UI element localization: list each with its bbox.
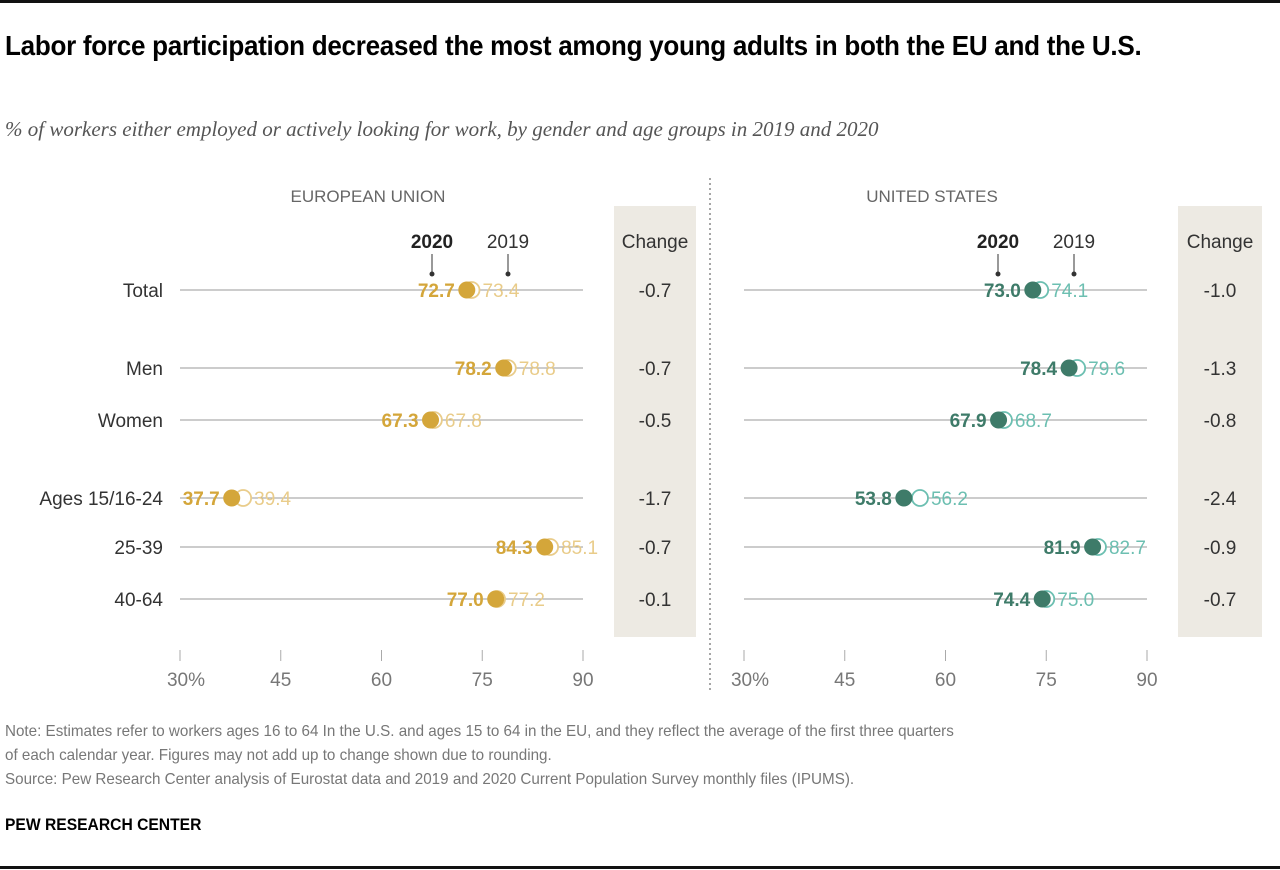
bottom-rule [0,866,1280,869]
eu-change-header: Change [622,232,689,253]
category-label: Women [98,411,163,432]
us-change-value: -0.9 [1204,538,1237,559]
eu-label-2019: 85.1 [561,538,598,559]
us-panel-title: UNITED STATES [866,187,998,206]
us-x-tick-label: 90 [1136,670,1157,691]
us-x-tick-label: 75 [1036,670,1057,691]
us-change-column-bg [1178,206,1262,637]
us-dot-2020 [1033,590,1051,608]
eu-dot-2020 [495,359,513,377]
us-change-value: -1.0 [1204,281,1237,302]
us-dot-2020 [990,411,1008,429]
eu-label-2019: 73.4 [483,281,520,302]
us-label-2019: 74.1 [1051,281,1088,302]
category-label: Men [126,359,163,380]
category-label: 25-39 [114,538,163,559]
eu-label-2019: 67.8 [445,411,482,432]
us-legend-2020: 2020 [977,232,1019,253]
us-dot-2020 [1060,359,1078,377]
eu-label-2020: 78.2 [455,359,492,380]
us-x-tick-label: 60 [935,670,956,691]
eu-label-2020: 67.3 [382,411,419,432]
us-label-2020: 67.9 [950,411,987,432]
eu-change-value: -1.7 [639,489,672,510]
eu-x-tick-label: 90 [572,670,593,691]
us-label-2019: 68.7 [1015,411,1052,432]
us-legend-2019-pointer-dot [1071,271,1077,277]
notes: Note: Estimates refer to workers ages 16… [5,720,1275,792]
us-change-value: -2.4 [1204,489,1237,510]
top-rule [0,0,1280,3]
us-label-2019: 79.6 [1088,359,1125,380]
eu-dot-2020 [422,411,440,429]
us-dot-2019 [911,489,929,507]
brand-logo-text: PEW RESEARCH CENTER [5,815,202,834]
eu-label-2019: 39.4 [254,489,291,510]
us-change-value: -1.3 [1204,359,1237,380]
us-change-value: -0.8 [1204,411,1237,432]
eu-x-tick-label: 60 [371,670,392,691]
us-x-tick-label: 45 [834,670,855,691]
eu-label-2020: 77.0 [447,590,484,611]
us-dot-2020 [1024,281,1042,299]
us-label-2019: 75.0 [1057,590,1094,611]
category-label: Ages 15/16-24 [39,489,163,510]
eu-change-column-bg [614,206,696,637]
eu-legend-2020: 2020 [411,232,453,253]
chart-subtitle: % of workers either employed or actively… [5,117,879,141]
eu-change-value: -0.7 [639,359,672,380]
eu-dot-2020 [458,281,476,299]
note-line-2: of each calendar year. Figures may not a… [5,747,552,764]
us-change-value: -0.7 [1204,590,1237,611]
chart-title: Labor force participation decreased the … [5,30,1142,61]
eu-label-2019: 78.8 [519,359,556,380]
eu-label-2019: 77.2 [508,590,545,611]
us-dot-2020 [895,489,913,507]
us-label-2020: 74.4 [993,590,1030,611]
eu-change-value: -0.7 [639,281,672,302]
eu-change-value: -0.1 [639,590,672,611]
us-legend-2019: 2019 [1053,232,1095,253]
category-label: Total [123,281,163,302]
us-legend-2020-pointer-dot [995,271,1001,277]
dot-plot-chart: Change EUROPEAN UNION 2020 2019 Total 72.7 73.… [39,178,1262,691]
eu-label-2020: 84.3 [496,538,533,559]
eu-change-value: -0.7 [639,538,672,559]
eu-label-2020: 37.7 [183,489,220,510]
eu-dot-2020 [223,489,241,507]
us-label-2020: 81.9 [1044,538,1081,559]
eu-legend-2019-pointer-dot [505,271,511,277]
us-label-2019: 82.7 [1109,538,1146,559]
eu-legend-2020-pointer-dot [429,271,435,277]
us-label-2020: 73.0 [984,281,1021,302]
us-x-tick-label: 30% [731,670,769,691]
us-label-2020: 78.4 [1020,359,1057,380]
us-change-header: Change [1187,232,1254,253]
eu-label-2020: 72.7 [418,281,455,302]
eu-dot-2020 [487,590,505,608]
eu-x-tick-label: 45 [270,670,291,691]
us-dot-2020 [1084,538,1102,556]
us-label-2020: 53.8 [855,489,892,510]
note-line-1: Note: Estimates refer to workers ages 16… [5,723,954,740]
us-label-2019: 56.2 [931,489,968,510]
eu-change-value: -0.5 [639,411,672,432]
eu-panel-title: EUROPEAN UNION [291,187,446,206]
category-label: 40-64 [114,590,163,611]
eu-dot-2020 [536,538,554,556]
source-line: Source: Pew Research Center analysis of … [5,771,855,788]
eu-x-tick-label: 30% [167,670,205,691]
eu-x-tick-label: 75 [472,670,493,691]
eu-legend-2019: 2019 [487,232,529,253]
